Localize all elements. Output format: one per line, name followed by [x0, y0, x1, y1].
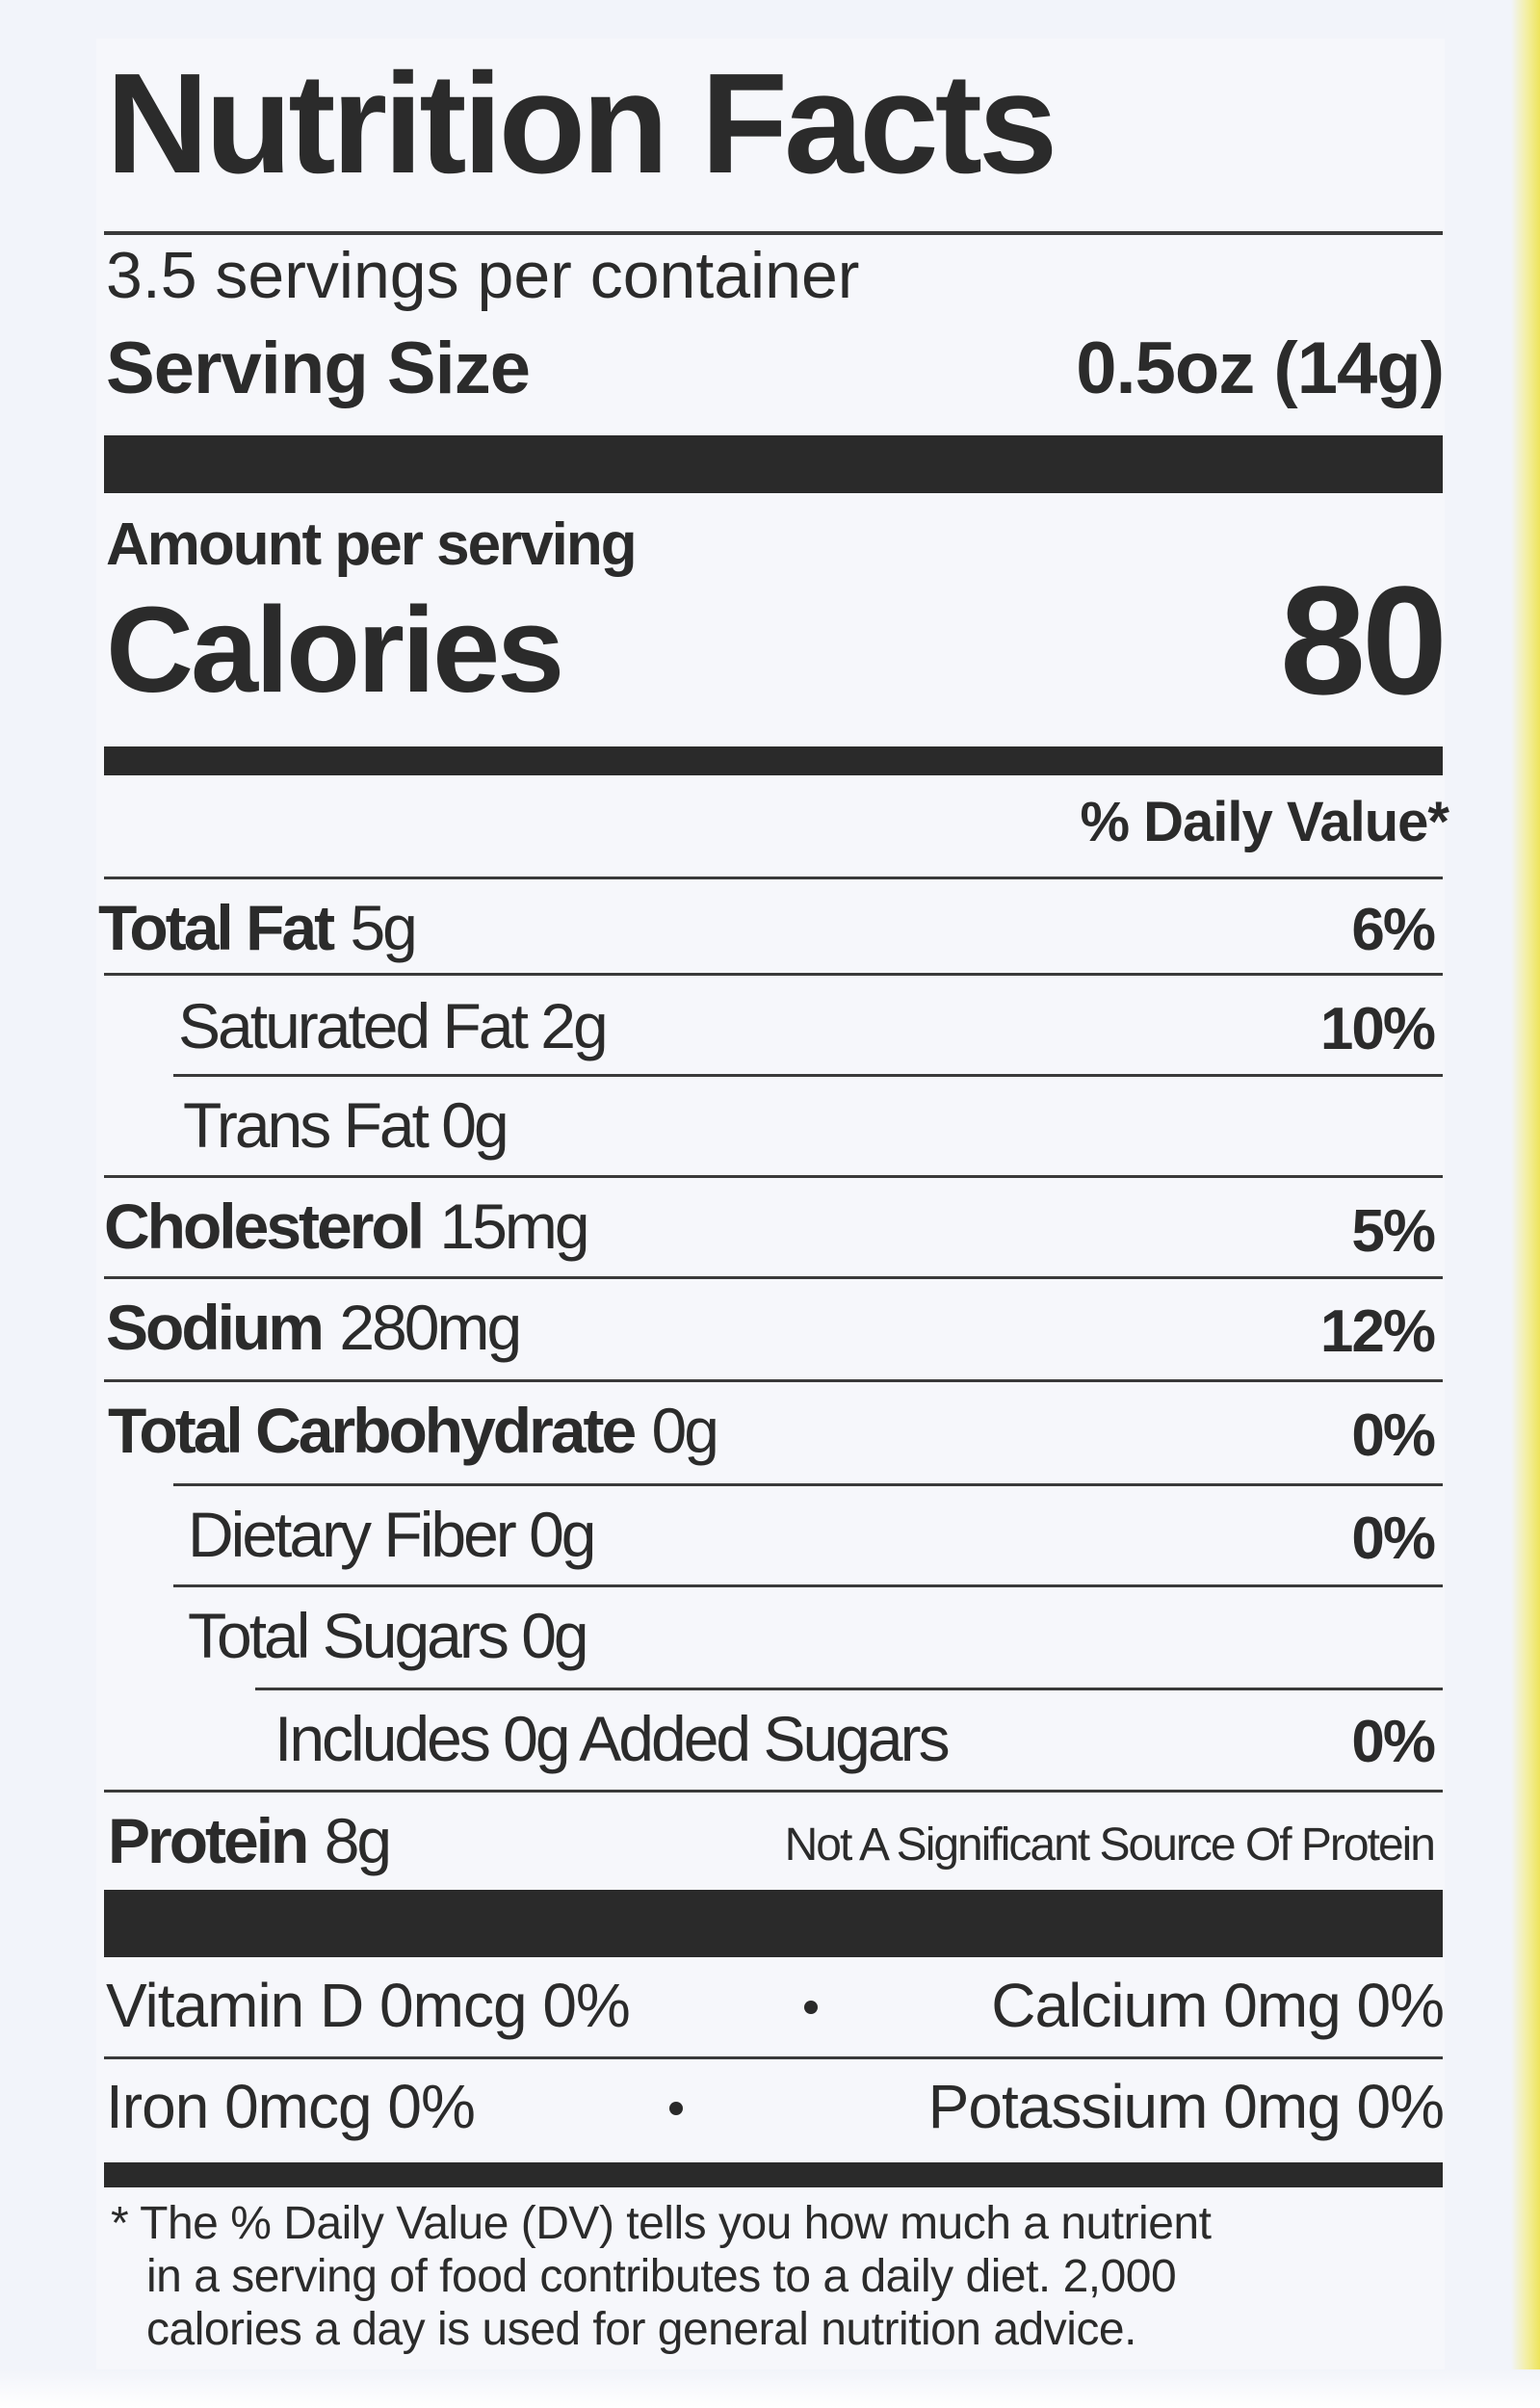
potassium: Potassium 0mg 0% [927, 2072, 1445, 2141]
divider [104, 877, 1443, 879]
nutrient-row-total-fat: Total Fat 5g [98, 896, 418, 959]
calories-value: 80 [1280, 554, 1448, 726]
label-title: Nutrition Facts [106, 44, 1057, 203]
sodium-dv: 12% [1319, 1298, 1436, 1365]
divider [173, 1074, 1443, 1077]
nutrient-row-cholesterol: Cholesterol 15mg [104, 1194, 590, 1258]
cholesterol-dv: 5% [1351, 1198, 1436, 1265]
added-sugars-dv: 0% [1351, 1709, 1436, 1775]
daily-value-header: % Daily Value* [1080, 791, 1449, 853]
protein-note: Not A Significant Source Of Protein [784, 1819, 1436, 1871]
sodium-label: Sodium [106, 1292, 325, 1363]
nutrition-label-panel [96, 39, 1445, 2369]
divider [173, 1584, 1443, 1587]
title-divider [104, 231, 1443, 235]
iron: Iron 0mcg 0% [106, 2072, 476, 2141]
package-edge [1511, 0, 1540, 2408]
divider [104, 1276, 1443, 1279]
bullet-dot-icon [669, 2102, 683, 2115]
package-bottom-edge [0, 2369, 1540, 2408]
nutrient-row-sodium: Sodium 280mg [106, 1296, 522, 1359]
footnote-line-1: * The % Daily Value (DV) tells you how m… [111, 2198, 1212, 2249]
sodium-amount: 280mg [339, 1292, 522, 1363]
cholesterol-label: Cholesterol [104, 1191, 425, 1262]
added-sugars-label: Includes 0g Added Sugars [274, 1703, 951, 1774]
divider [173, 1483, 1443, 1486]
trans-fat-label: Trans Fat 0g [183, 1089, 509, 1161]
total-fat-amount: 5g [350, 892, 417, 963]
thick-bar-vitamins [104, 1890, 1443, 1957]
divider [104, 1175, 1443, 1178]
divider [255, 1688, 1443, 1690]
vitamin-d: Vitamin D 0mcg 0% [106, 1971, 631, 2040]
bullet-dot-icon [804, 2001, 818, 2014]
total-carbohydrate-dv: 0% [1351, 1402, 1436, 1469]
footnote-line-2: in a serving of food contributes to a da… [146, 2251, 1177, 2302]
servings-per-container: 3.5 servings per container [106, 239, 860, 312]
divider [104, 1790, 1443, 1793]
dietary-fiber-dv: 0% [1351, 1505, 1436, 1572]
nutrient-row-total-carbohydrate: Total Carbohydrate 0g [108, 1399, 719, 1462]
total-carbohydrate-label: Total Carbohydrate [108, 1395, 637, 1466]
saturated-fat-dv: 10% [1319, 996, 1436, 1062]
divider [104, 1379, 1443, 1382]
calories-label: Calories [106, 582, 564, 718]
serving-size-value: 0.5oz (14g) [1076, 327, 1445, 409]
total-fat-label: Total Fat [98, 892, 335, 963]
serving-size-label: Serving Size [106, 327, 531, 409]
protein-amount: 8g [324, 1805, 392, 1876]
amount-per-serving: Amount per serving [106, 511, 638, 578]
total-fat-dv: 6% [1351, 897, 1436, 963]
cholesterol-amount: 15mg [439, 1191, 589, 1262]
divider [104, 973, 1443, 976]
dietary-fiber-label: Dietary Fiber 0g [188, 1499, 597, 1570]
protein-label: Protein [108, 1805, 309, 1876]
thick-bar-footnote [104, 2162, 1443, 2187]
saturated-fat-label: Saturated Fat 2g [178, 990, 609, 1061]
thick-bar-calories [104, 746, 1443, 775]
nutrient-row-protein: Protein 8g [108, 1809, 392, 1872]
calcium: Calcium 0mg 0% [991, 1971, 1445, 2040]
footnote-line-3: calories a day is used for general nutri… [146, 2304, 1136, 2355]
divider [104, 2056, 1443, 2059]
thick-bar-top [104, 435, 1443, 493]
total-carbohydrate-amount: 0g [651, 1395, 719, 1466]
total-sugars-label: Total Sugars 0g [188, 1600, 589, 1671]
